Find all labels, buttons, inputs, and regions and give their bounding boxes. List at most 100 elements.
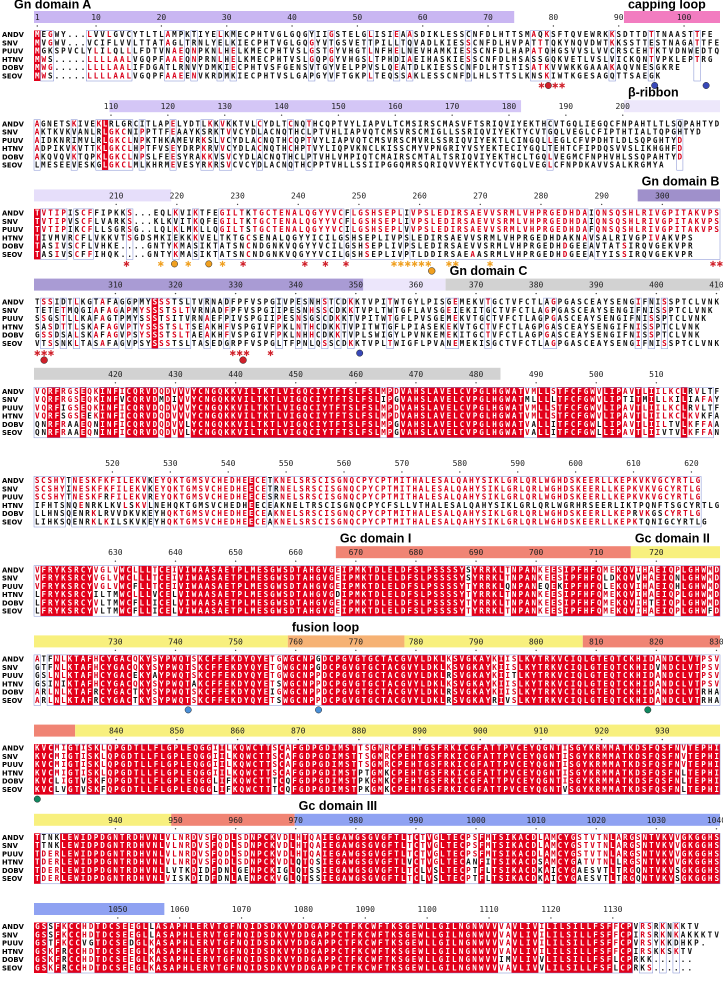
residue: L [381,574,386,583]
residue: P [388,395,393,404]
similar-box [256,119,263,171]
residue: Q [296,30,301,39]
residue: A [649,590,654,599]
residue: A [623,403,628,412]
residue: I [420,55,425,64]
residue: E [388,590,393,599]
residue: S [453,565,458,574]
residue: E [81,387,86,396]
residue: L [290,38,295,47]
species-name: SNV [2,129,19,137]
residue: T [342,420,347,429]
residue: W [590,387,595,396]
residue: A [107,331,112,340]
residue: S [669,298,674,307]
residue: L [293,517,298,526]
residue: P [669,306,674,315]
residue: A [609,242,614,251]
residue: T [329,428,334,437]
residue: K [136,484,141,493]
residue: G [292,233,297,242]
residue: V [466,314,471,323]
residue: G [251,322,256,331]
residue: K [218,63,223,72]
residue: D [270,119,275,128]
residue: V [283,403,288,412]
residue: V [662,428,667,437]
residue: Y [690,128,695,137]
residue: Q [350,493,355,502]
residue: K [355,339,360,348]
residue: I [153,598,158,607]
residue: F [577,582,582,591]
residue: T [466,598,471,607]
residue: N [309,298,314,307]
residue: K [577,63,582,72]
position-tick [540,203,542,206]
position-number: 90 [614,13,624,22]
residue: A [597,63,602,72]
residue: E [620,484,625,493]
residue: T [179,314,184,323]
residue: D [224,298,229,307]
residue: F [585,152,590,161]
residue: M [192,476,197,485]
position-number: 140 [274,102,289,111]
residue: Q [356,136,361,145]
residue: F [224,306,229,315]
residue: L [622,152,627,161]
residue: L [608,484,613,493]
residue: G [499,403,504,412]
residue: F [336,387,341,396]
residue: L [590,47,595,56]
species-name: HTNV [2,591,24,599]
residue: I [629,242,634,251]
residue: D [414,63,419,72]
residue: G [41,119,46,128]
residue: L [486,412,491,421]
position-number: 540 [221,459,236,468]
residue: P [378,242,383,251]
residue: H [218,322,223,331]
position-number: 720 [649,548,664,557]
residue: E [560,152,565,161]
residue: S [290,314,295,323]
residue: I [117,476,122,485]
residue: L [94,217,99,226]
residue: E [296,298,301,307]
residue: E [243,476,248,485]
residue: I [488,509,493,518]
residue: L [146,574,151,583]
residue: V [492,331,497,340]
residue: P [518,590,523,599]
position-number: 190 [559,102,574,111]
residue: V [136,517,141,526]
residue: Q [270,136,275,145]
residue: G [109,144,114,153]
residue: K [274,476,279,485]
residue: A [42,250,47,259]
residue: L [545,395,550,404]
residue: E [249,476,254,485]
residue: A [218,607,223,616]
residue: I [257,322,262,331]
residue: F [577,403,582,412]
residue: P [344,144,349,153]
residue: I [100,412,105,421]
residue: G [296,412,301,421]
residue: G [266,242,271,251]
residue: F [55,428,60,437]
residue: S [570,517,575,526]
residue: T [270,412,275,421]
residue: Y [305,250,310,259]
residue: D [153,428,158,437]
residue: C [460,63,465,72]
residue: . [141,250,146,259]
position-number: 20 [157,13,167,22]
residue: T [479,306,484,315]
residue: D [290,582,295,591]
residue: R [486,598,491,607]
residue: V [639,476,644,485]
residue: V [126,339,131,348]
residue: S [558,607,563,616]
